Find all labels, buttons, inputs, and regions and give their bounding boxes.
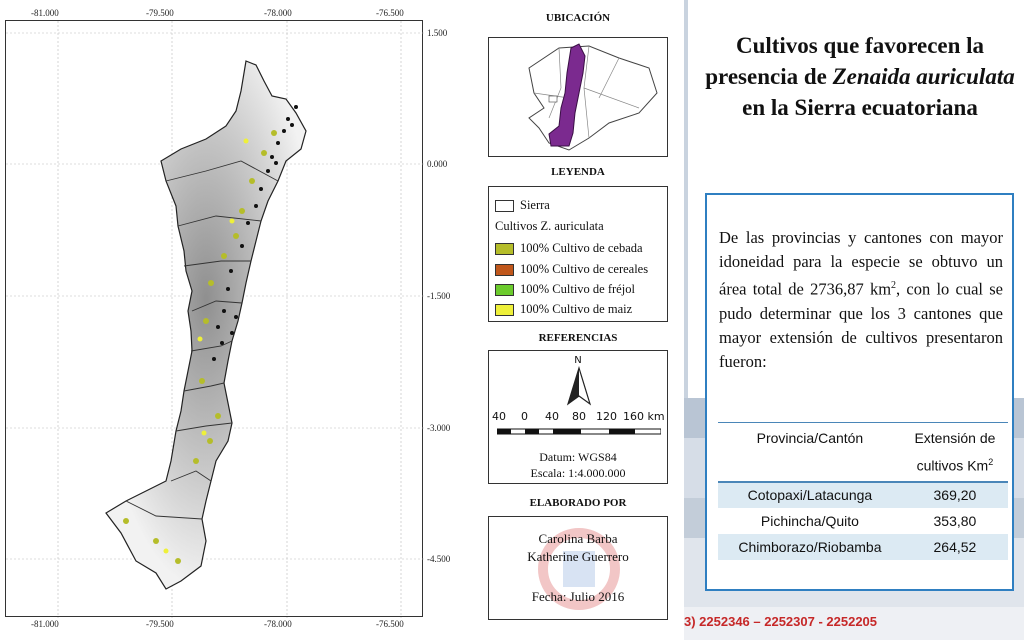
scale-num: 40 — [545, 410, 559, 423]
info-box: De las provincias y cantones con mayor i… — [705, 193, 1014, 591]
footer-phone: 3) 2252346 – 2252307 - 2252205 — [684, 614, 878, 629]
watermark-logo-icon — [538, 528, 620, 610]
references-title: REFERENCIAS — [538, 332, 618, 344]
legend-box: Sierra Cultivos Z. auriculata 100% Culti… — [488, 186, 668, 322]
legend-title: LEYENDA — [551, 166, 605, 178]
scale-num: 120 — [596, 410, 617, 423]
north-label: N — [574, 355, 582, 366]
table-row: Chimborazo/Riobamba 264,52 — [718, 533, 1008, 560]
crop-extension-table: Provincia/Cantón Extensión de cultivos K… — [718, 421, 1008, 560]
legend-sierra-label: Sierra — [520, 198, 550, 212]
scale-num: 160 km — [623, 410, 665, 423]
scale-num: 40 — [492, 410, 506, 423]
sierra-swatch — [495, 199, 514, 212]
x-tick-top: -81.000 — [31, 8, 59, 18]
title-part-1: Cultivos que favorecen la presencia de — [705, 33, 985, 89]
col-header-sup: 2 — [988, 457, 994, 467]
info-paragraph: De las provincias y cantones con mayor i… — [719, 226, 1003, 374]
location-title: UBICACIÓN — [545, 12, 611, 24]
credits-box: Carolina Barba Katherine Guerrero Fecha:… — [488, 516, 668, 620]
cell-place: Pichincha/Quito — [718, 507, 902, 534]
title-species: Zenaida auriculata — [832, 64, 1015, 89]
body-sup: 2 — [891, 280, 897, 291]
x-tick-bottom: -76.500 — [376, 619, 404, 629]
x-tick-bottom: -78.000 — [264, 619, 292, 629]
footer-strip — [684, 607, 1024, 640]
scale-num: 0 — [521, 410, 528, 423]
author-1: Carolina Barba — [538, 531, 618, 546]
map-frame: -81.000 -79.500 -78.000 -76.500 -81.000 … — [5, 8, 450, 629]
sierra-region — [105, 60, 307, 590]
legend-item-cereales: 100% Cultivo de cereales — [495, 262, 648, 277]
y-tick: 1.500 — [427, 28, 448, 38]
frejol-swatch — [495, 283, 514, 296]
x-tick-bottom: -79.500 — [146, 619, 174, 629]
body-text-2: , con lo cual se pudo determinar que los… — [719, 279, 1003, 371]
col-header-line-2: cultivos Km — [916, 457, 989, 474]
sierra-map — [6, 21, 424, 618]
col-header-line-1: Extensión de — [914, 430, 996, 446]
datum-text: Datum: WGS84 — [539, 450, 617, 464]
crop-points — [123, 105, 298, 564]
credits-date: Fecha: Julio 2016 — [531, 589, 625, 604]
maiz-swatch — [495, 303, 514, 316]
y-tick: -3.000 — [427, 423, 451, 433]
ecuador-locator-map — [528, 43, 658, 151]
cell-value: 264,52 — [901, 533, 1008, 560]
x-tick-top: -76.500 — [376, 8, 404, 18]
cell-place: Cotopaxi/Latacunga — [718, 481, 902, 508]
legend-item-label: 100% Cultivo de cereales — [520, 262, 649, 276]
cell-value: 353,80 — [901, 507, 1008, 534]
x-tick-top: -79.500 — [146, 8, 174, 18]
scale-num: 80 — [572, 410, 586, 423]
legend-item-label: 100% Cultivo de cebada — [520, 241, 643, 255]
y-tick: -1.500 — [427, 291, 451, 301]
x-tick-top: -78.000 — [264, 8, 292, 18]
location-box — [488, 37, 668, 157]
x-tick-bottom: -81.000 — [31, 619, 59, 629]
col-header-extension: Extensión de cultivos Km2 — [901, 421, 1008, 483]
cell-place: Chimborazo/Riobamba — [718, 533, 902, 560]
north-arrow-icon — [566, 366, 592, 406]
body-text-1: De las provincias y cantones con mayor i… — [719, 228, 1003, 299]
legend-item-label: 100% Cultivo de maiz — [520, 302, 633, 316]
province-borders — [125, 160, 279, 520]
legend-item-label: 100% Cultivo de fréjol — [520, 282, 635, 296]
title-part-2: en la Sierra ecuatoriana — [742, 95, 978, 120]
table-header-row: Provincia/Cantón Extensión de cultivos K… — [718, 421, 1008, 483]
table-row: Pichincha/Quito 353,80 — [718, 507, 1008, 534]
cebada-swatch — [495, 242, 514, 255]
cereales-swatch — [495, 263, 514, 276]
legend-sierra: Sierra — [495, 198, 550, 213]
table-row: Cotopaxi/Latacunga 369,20 — [718, 481, 1008, 508]
credits-title: ELABORADO POR — [529, 497, 627, 509]
legend-item-cebada: 100% Cultivo de cebada — [495, 241, 643, 256]
author-2: Katherine Guerrero — [527, 549, 629, 564]
slide-title: Cultivos que favorecen la presencia de Z… — [700, 30, 1020, 123]
legend-crops-label: Cultivos Z. auriculata — [495, 219, 604, 233]
legend-item-maiz: 100% Cultivo de maiz — [495, 302, 632, 317]
y-tick: -4.500 — [427, 554, 451, 564]
cell-value: 369,20 — [901, 481, 1008, 508]
scale-bar — [497, 428, 661, 435]
references-box: N 40 0 40 80 120 160 km Datum: WGS84 Esc… — [488, 350, 668, 484]
col-header-place: Provincia/Cantón — [718, 421, 902, 483]
scale-text: Escala: 1:4.000.000 — [530, 466, 626, 480]
legend-item-frejol: 100% Cultivo de fréjol — [495, 282, 635, 297]
y-tick: 0.000 — [427, 159, 448, 169]
